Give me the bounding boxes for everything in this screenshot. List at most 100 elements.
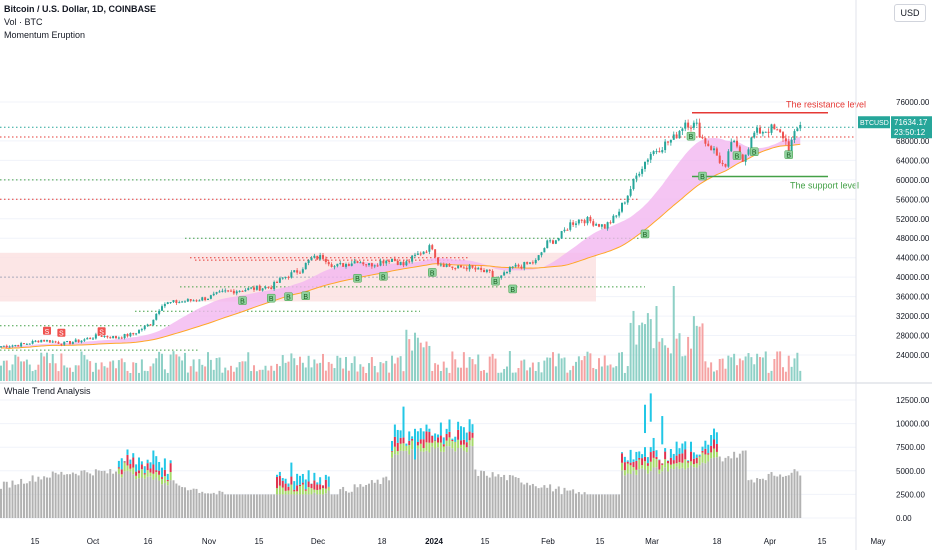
- volume-bar: [163, 369, 166, 381]
- whale-bar-red: [644, 456, 646, 462]
- buy-marker[interactable]: B: [379, 272, 388, 281]
- whale-bar-lime: [313, 489, 316, 493]
- candle: [135, 333, 138, 335]
- volume-bar: [51, 353, 54, 381]
- whale-bar-lime: [704, 454, 707, 464]
- whale-bar: [718, 456, 721, 518]
- whale-bar: [327, 490, 330, 518]
- buy-marker-label: B: [269, 296, 274, 303]
- volume-bar: [218, 357, 221, 381]
- buy-marker[interactable]: B: [284, 292, 293, 302]
- volume-bar: [698, 326, 701, 381]
- candle: [301, 269, 304, 273]
- candle: [86, 338, 89, 340]
- momentum-indicator-label[interactable]: Momentum Eruption: [4, 30, 86, 40]
- whale-bar: [508, 474, 511, 518]
- whale-bar: [304, 494, 307, 518]
- buy-marker[interactable]: B: [238, 296, 247, 306]
- whale-bar: [796, 471, 799, 518]
- volume-bar: [186, 372, 189, 381]
- buy-marker-label: B: [303, 294, 308, 301]
- buy-marker[interactable]: B: [686, 131, 696, 141]
- whale-bar: [790, 472, 793, 518]
- buy-marker[interactable]: B: [491, 276, 500, 286]
- currency-button[interactable]: USD: [894, 4, 926, 22]
- buy-marker-label: B: [240, 299, 245, 306]
- sell-marker-box: [97, 327, 106, 336]
- candle: [632, 178, 635, 190]
- buy-marker[interactable]: B: [640, 229, 650, 239]
- buy-marker[interactable]: B: [428, 268, 437, 277]
- candle: [109, 337, 112, 339]
- sell-marker[interactable]: S: [97, 327, 106, 336]
- whale-bar: [618, 494, 621, 518]
- whale-bar-cyan: [166, 473, 169, 480]
- buy-marker[interactable]: B: [508, 284, 517, 294]
- buy-marker-box: [379, 272, 388, 281]
- whale-bar: [632, 470, 635, 518]
- sell-marker-box: [43, 326, 51, 335]
- whale-bar-red: [457, 429, 460, 440]
- whale-bar-red: [140, 464, 143, 470]
- whale-bar: [37, 476, 40, 518]
- whale-bar: [20, 478, 23, 518]
- volume-indicator-label[interactable]: Vol · BTC: [4, 17, 43, 27]
- whale-bar: [483, 471, 485, 518]
- buy-marker[interactable]: B: [353, 273, 362, 283]
- sell-marker-label: S: [59, 331, 64, 338]
- candle: [261, 288, 264, 291]
- volume-bar: [733, 353, 736, 381]
- whale-bar: [612, 494, 615, 518]
- candle: [799, 124, 802, 129]
- volume-bar: [776, 351, 779, 381]
- whale-bar: [31, 475, 34, 518]
- whale-bar: [408, 454, 411, 518]
- volume-bar: [744, 356, 747, 381]
- whale-bar: [17, 484, 20, 518]
- whale-bar-cyan: [419, 428, 422, 440]
- sell-marker[interactable]: S: [57, 328, 66, 338]
- price-tag-countdown: 23:50:12: [894, 128, 926, 137]
- whale-bar-red: [635, 460, 638, 470]
- buy-marker[interactable]: B: [750, 147, 759, 157]
- volume-bar: [477, 354, 480, 381]
- whale-bar: [713, 457, 715, 518]
- volume-bar: [11, 364, 14, 381]
- buy-marker[interactable]: B: [698, 171, 707, 181]
- whale-bar-lime: [299, 486, 301, 495]
- buy-marker[interactable]: B: [732, 151, 742, 161]
- whale-bar: [0, 488, 2, 518]
- buy-marker[interactable]: B: [784, 150, 793, 160]
- candle: [23, 343, 25, 345]
- price-tick-label: 56000.00: [896, 195, 930, 204]
- volume-bar: [592, 367, 595, 381]
- whale-bar: [376, 479, 379, 518]
- candle: [129, 333, 132, 337]
- volume-bar: [704, 361, 707, 381]
- whale-bar: [278, 494, 281, 518]
- volume-bar: [100, 362, 103, 381]
- buy-marker[interactable]: B: [267, 293, 276, 303]
- candle: [485, 269, 488, 273]
- whale-bar-red: [402, 437, 405, 444]
- candle: [592, 221, 595, 226]
- volume-bar: [600, 366, 603, 381]
- whale-bar-lime: [635, 469, 638, 475]
- candle: [609, 222, 612, 224]
- whale-bar-lime: [681, 462, 684, 468]
- buy-marker[interactable]: B: [301, 291, 310, 301]
- whale-bar: [126, 470, 129, 518]
- whale-bar: [140, 477, 143, 518]
- whale-bar: [391, 457, 393, 518]
- volume-bar: [681, 356, 684, 381]
- whale-bar: [313, 492, 316, 518]
- volume-bar: [106, 367, 109, 381]
- whale-bar-lime: [135, 475, 138, 480]
- sell-marker[interactable]: S: [43, 326, 51, 336]
- whale-pane-title[interactable]: Whale Trend Analysis: [4, 386, 91, 396]
- candle: [695, 122, 698, 124]
- candle: [572, 222, 575, 225]
- whale-bar: [5, 481, 8, 518]
- whale-bar: [506, 480, 508, 518]
